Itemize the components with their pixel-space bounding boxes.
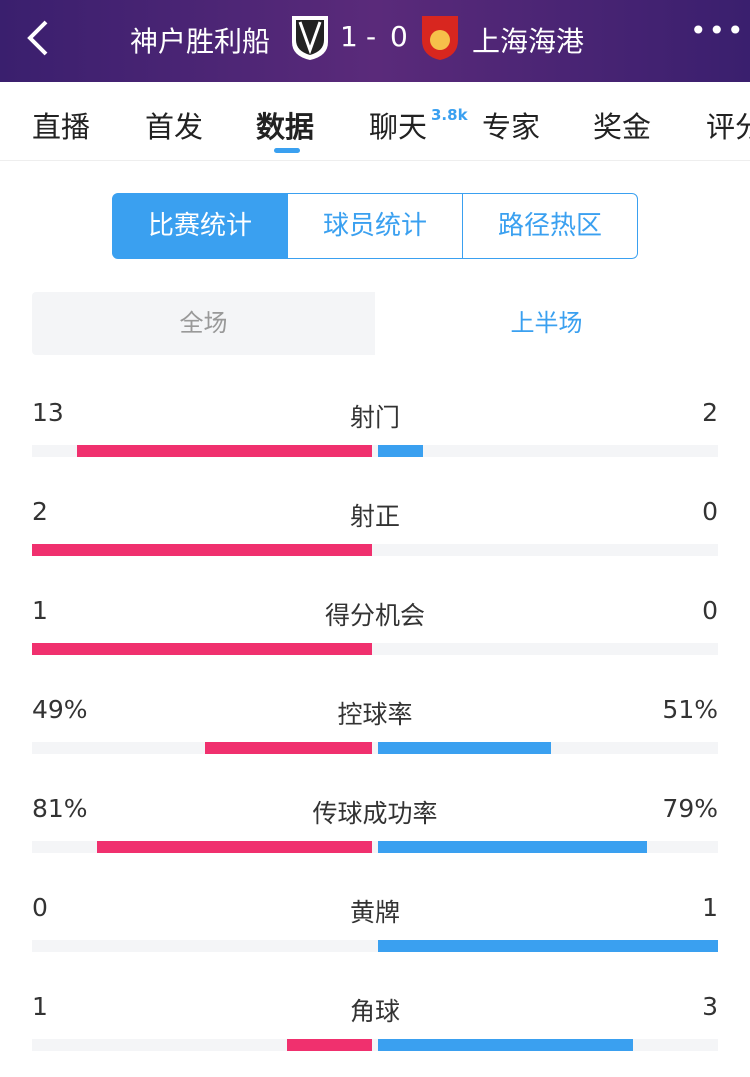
home-bar [205,742,372,754]
away-team: 上海海港 [472,25,585,58]
tab[interactable]: 数据 [256,110,315,144]
home-value: 0 [32,893,48,922]
period-button[interactable]: 全场 [179,309,228,337]
stat-name: 控球率 [337,700,413,729]
tab[interactable]: 专家 [482,110,541,144]
home-value: 81% [32,794,88,823]
home-value: 2 [32,497,48,526]
score-dash: - [366,20,377,53]
away-score: 0 [390,20,408,53]
home-value: 49% [32,695,88,724]
home-logo [292,16,328,60]
home-value: 1 [32,596,48,625]
home-bar [77,445,372,457]
away-value: 3 [702,992,718,1021]
stat-name: 角球 [349,997,400,1026]
stat-name: 射门 [349,403,400,432]
tab[interactable]: 评分 [706,110,750,144]
segment-button[interactable]: 球员统计 [287,193,463,259]
home-team: 神户胜利船 [130,25,271,58]
away-bar [378,940,718,952]
period-button[interactable]: 上半场 [375,292,718,355]
stat-name: 得分机会 [324,601,425,630]
away-value: 51% [662,695,718,724]
home-value: 13 [32,398,64,427]
segment-button[interactable]: 比赛统计 [112,193,288,259]
tab[interactable]: 首发 [145,110,204,144]
away-value: 0 [702,497,718,526]
away-value: 1 [702,893,718,922]
home-bar [287,1039,372,1051]
home-bar [32,643,372,655]
bar-track [32,742,718,754]
away-value: 2 [702,398,718,427]
home-score: 1 [340,20,358,53]
away-value: 0 [702,596,718,625]
more-button[interactable]: ••• [690,14,746,47]
tab[interactable]: 聊天 [369,110,428,144]
home-bar [32,544,372,556]
home-bar [96,841,372,853]
away-value: 79% [662,794,718,823]
segment-button[interactable]: 路径热区 [462,193,638,259]
header: 神户胜利船 1 - 0 上海海港 ••• [0,0,750,82]
away-bar [378,841,647,853]
away-bar [378,742,552,754]
tab[interactable]: 直播 [32,110,91,144]
tab[interactable]: 奖金 [593,110,652,144]
back-button[interactable] [22,18,52,58]
away-bar [378,1039,633,1051]
tab-badge: 3.8k [431,106,468,124]
stat-name: 传球成功率 [312,799,438,828]
home-value: 1 [32,992,48,1021]
away-bar [378,445,424,457]
tab-bar: 直播 首发 数据 聊天3.8k 专家 奖金 评分 [0,82,750,161]
tab-indicator [274,148,300,153]
stat-name: 射正 [349,502,400,531]
stat-name: 黄牌 [349,898,400,927]
away-logo [422,16,458,60]
